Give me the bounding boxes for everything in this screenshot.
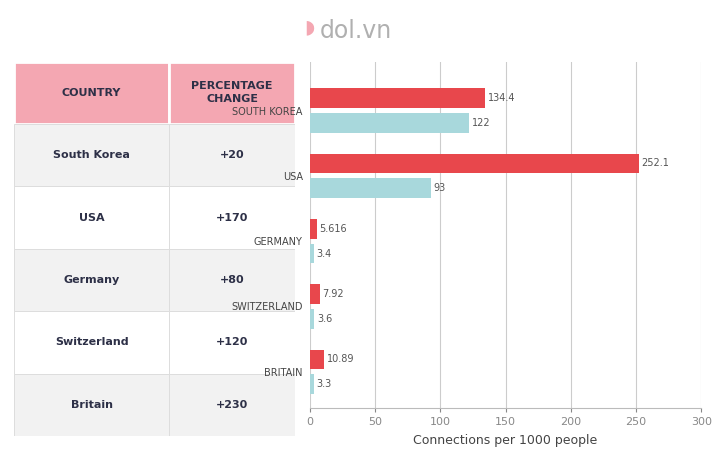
- Text: 10.89: 10.89: [327, 355, 354, 365]
- Text: +20: +20: [220, 150, 244, 160]
- Text: 3.3: 3.3: [317, 379, 332, 389]
- Text: +120: +120: [216, 337, 248, 347]
- FancyBboxPatch shape: [14, 124, 169, 186]
- FancyBboxPatch shape: [14, 249, 169, 311]
- Text: +230: +230: [216, 400, 248, 410]
- Text: +80: +80: [220, 275, 244, 285]
- X-axis label: Connections per 1000 people: Connections per 1000 people: [414, 434, 597, 447]
- FancyBboxPatch shape: [169, 249, 295, 311]
- Text: 7.92: 7.92: [323, 289, 345, 299]
- Bar: [310, 244, 314, 264]
- Text: 3.6: 3.6: [317, 314, 333, 324]
- FancyBboxPatch shape: [14, 374, 169, 436]
- Text: South Korea: South Korea: [53, 150, 130, 160]
- Bar: [310, 219, 317, 238]
- FancyBboxPatch shape: [169, 124, 295, 186]
- Bar: [310, 88, 485, 108]
- Text: Britain: Britain: [70, 400, 112, 410]
- Bar: [310, 113, 469, 133]
- Text: 134.4: 134.4: [488, 93, 515, 103]
- Text: +170: +170: [216, 213, 248, 223]
- Bar: [310, 284, 320, 304]
- Text: COUNTRY: COUNTRY: [62, 88, 121, 98]
- FancyBboxPatch shape: [169, 186, 295, 249]
- Bar: [310, 309, 315, 328]
- FancyBboxPatch shape: [14, 311, 169, 374]
- Bar: [310, 349, 324, 369]
- Text: 5.616: 5.616: [320, 224, 347, 234]
- Text: 93: 93: [434, 183, 446, 193]
- Bar: [310, 374, 314, 394]
- Bar: [310, 179, 431, 198]
- Text: PERCENTAGE
CHANGE: PERCENTAGE CHANGE: [192, 81, 273, 104]
- FancyBboxPatch shape: [169, 374, 295, 436]
- Text: 252.1: 252.1: [642, 158, 669, 168]
- Text: 3.4: 3.4: [317, 248, 332, 258]
- Text: 122: 122: [471, 118, 490, 128]
- Text: Switzerland: Switzerland: [55, 337, 128, 347]
- Text: Germany: Germany: [63, 275, 120, 285]
- FancyBboxPatch shape: [169, 62, 295, 124]
- Text: dol.vn: dol.vn: [320, 19, 392, 43]
- FancyBboxPatch shape: [169, 311, 295, 374]
- Text: ◗: ◗: [304, 18, 314, 36]
- FancyBboxPatch shape: [14, 186, 169, 249]
- Bar: [310, 154, 639, 173]
- Text: USA: USA: [79, 213, 105, 223]
- FancyBboxPatch shape: [14, 62, 169, 124]
